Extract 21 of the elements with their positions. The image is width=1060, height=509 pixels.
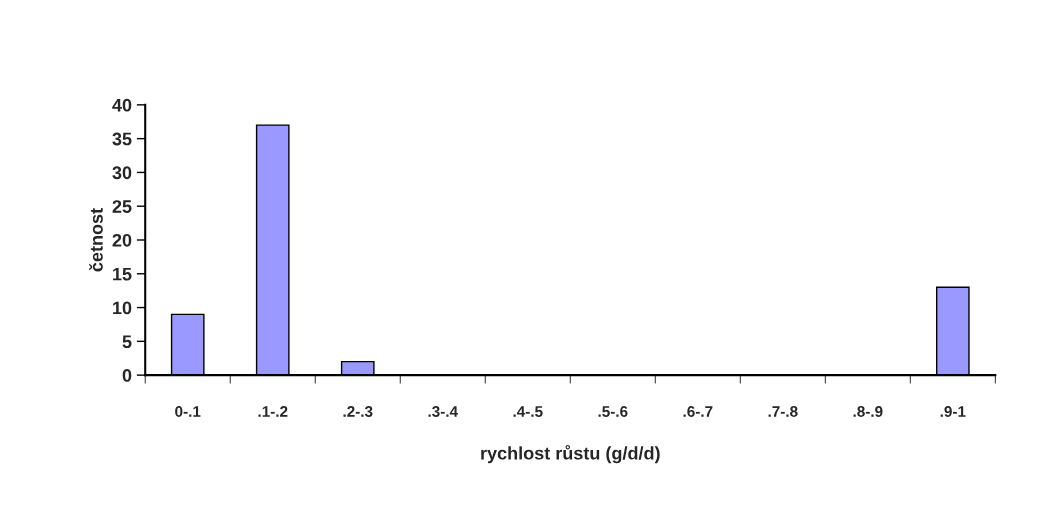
x-tick-label: .4-.5 [513,406,543,417]
y-tick-label: 10 [113,301,132,315]
y-tick-label: 15 [113,267,132,281]
y-tick-label: 25 [112,200,132,213]
x-tick-label: .8-.9 [853,406,883,417]
x-tick-label: .6-.7 [683,406,713,417]
x-tick-label: .3-.4 [428,406,458,417]
y-tick-label: 0 [122,369,132,382]
x-tick-label: 0-.1 [175,406,201,417]
x-tick-label: .5-.6 [598,406,628,417]
y-axis-title: četnost [89,208,103,272]
y-tick-label: 30 [112,166,132,180]
y-tick-label: 40 [112,98,132,112]
x-axis-title: rychlost růstu (g/d/d) [481,444,660,464]
y-tick-label: 5 [122,335,132,349]
x-tick-label: .7-.8 [768,406,798,417]
y-tick-label: 35 [112,132,132,146]
x-tick-label: .9-1 [940,406,966,417]
x-tick-label: .2-.3 [343,406,373,417]
x-tick-label: .1-.2 [258,406,288,417]
y-tick-label: 20 [112,233,132,247]
